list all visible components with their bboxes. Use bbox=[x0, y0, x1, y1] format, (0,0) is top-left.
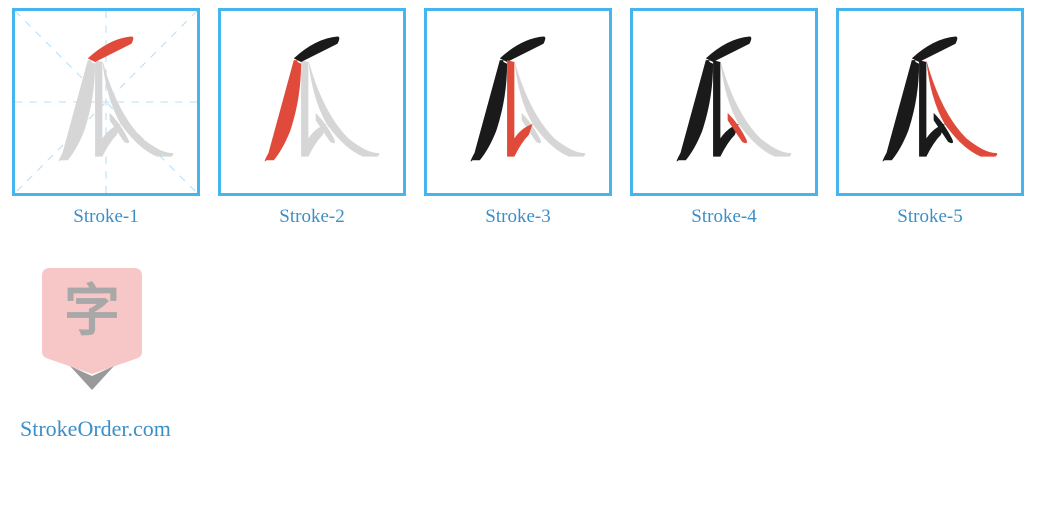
stroke-label-3: Stroke-3 bbox=[485, 206, 550, 228]
stroke-item-3: Stroke-3 bbox=[424, 8, 612, 228]
gray-stroke bbox=[59, 60, 95, 161]
gray-stroke bbox=[514, 60, 585, 156]
stroke-box-1 bbox=[12, 8, 200, 196]
stroke-svg-1 bbox=[15, 11, 197, 193]
stroke-box-4 bbox=[630, 8, 818, 196]
black-stroke bbox=[471, 60, 507, 161]
stroke-label-1: Stroke-1 bbox=[73, 206, 138, 228]
stroke-label-4: Stroke-4 bbox=[691, 206, 756, 228]
guide-lines bbox=[15, 11, 197, 193]
stroke-label-2: Stroke-2 bbox=[279, 206, 344, 228]
stroke-svg-2 bbox=[221, 11, 403, 193]
gray-stroke bbox=[308, 60, 379, 156]
black-stroke bbox=[677, 60, 713, 161]
black-stroke bbox=[706, 36, 752, 61]
stroke-item-5: Stroke-5 bbox=[836, 8, 1024, 228]
black-stroke bbox=[883, 60, 919, 161]
red-stroke bbox=[265, 60, 301, 161]
site-logo: 字 bbox=[40, 266, 144, 394]
red-stroke bbox=[88, 36, 134, 61]
stroke-svg-5 bbox=[839, 11, 1021, 193]
black-stroke bbox=[294, 36, 340, 61]
stroke-row: Stroke-1 Stroke-2 Stroke-3 bbox=[12, 8, 1038, 228]
black-stroke bbox=[500, 36, 546, 61]
stroke-box-3 bbox=[424, 8, 612, 196]
stroke-svg-4 bbox=[633, 11, 815, 193]
stroke-item-1: Stroke-1 bbox=[12, 8, 200, 228]
black-stroke bbox=[912, 36, 958, 61]
gray-stroke bbox=[720, 60, 791, 156]
stroke-svg-3 bbox=[427, 11, 609, 193]
footer-text: StrokeOrder.com bbox=[20, 416, 1038, 442]
stroke-box-5 bbox=[836, 8, 1024, 196]
logo-svg: 字 bbox=[40, 266, 144, 394]
logo-char: 字 bbox=[64, 281, 120, 343]
red-stroke bbox=[926, 60, 997, 156]
stroke-item-4: Stroke-4 bbox=[630, 8, 818, 228]
stroke-item-2: Stroke-2 bbox=[218, 8, 406, 228]
stroke-label-5: Stroke-5 bbox=[897, 206, 962, 228]
stroke-box-2 bbox=[218, 8, 406, 196]
